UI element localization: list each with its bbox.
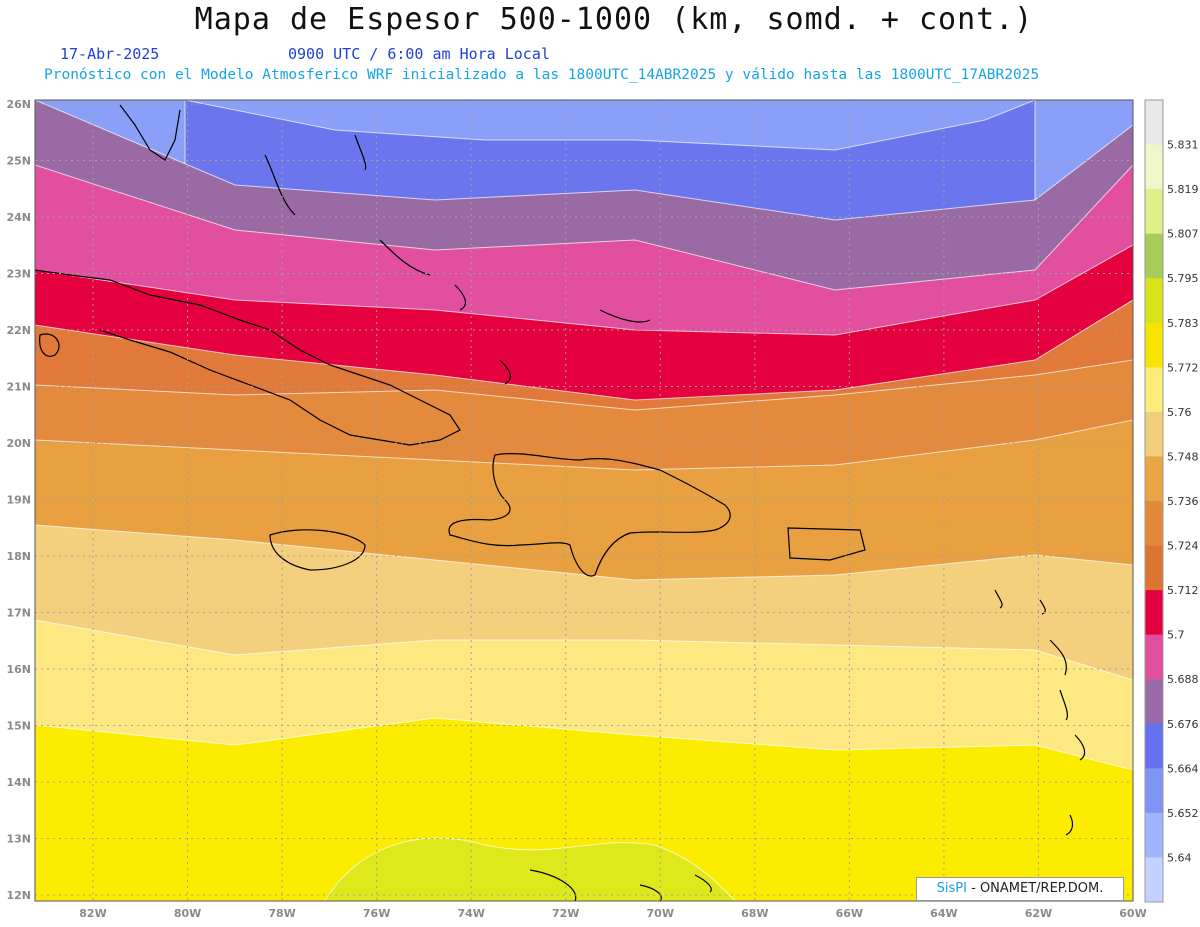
- colorbar-swatch: [1145, 723, 1163, 769]
- lat-tick-label: 23N: [6, 268, 31, 281]
- colorbar-label: 5.772: [1167, 361, 1199, 374]
- lat-tick-label: 15N: [6, 720, 31, 733]
- colorbar-swatch: [1145, 679, 1163, 725]
- colorbar-swatch: [1145, 634, 1163, 680]
- forecast-date: 17-Abr-2025: [60, 45, 160, 63]
- colorbar-swatch: [1145, 411, 1163, 457]
- lon-tick-label: 76W: [363, 907, 390, 920]
- colorbar-label: 5.807: [1167, 228, 1199, 241]
- colorbar-label: 5.819: [1167, 183, 1199, 196]
- colorbar-swatch: [1145, 189, 1163, 235]
- map-plot-area: [35, 100, 1133, 901]
- lon-tick-label: 70W: [647, 907, 674, 920]
- colorbar-swatch: [1145, 367, 1163, 413]
- lat-tick-label: 25N: [6, 155, 31, 168]
- colorbar-swatch: [1145, 322, 1163, 368]
- colorbar-swatch: [1145, 812, 1163, 858]
- thickness-bands: [35, 100, 1133, 901]
- colorbar-swatch: [1145, 545, 1163, 591]
- colorbar-label: 5.7: [1167, 629, 1185, 642]
- lon-tick-label: 60W: [1119, 907, 1146, 920]
- lon-tick-label: 66W: [836, 907, 863, 920]
- lat-tick-label: 18N: [6, 550, 31, 563]
- latitude-labels: 26N 25N 24N 23N 22N 21N 20N 19N 18N 17N 16N 15N 14N 1…: [6, 98, 31, 902]
- map-frame: [34, 99, 1134, 902]
- lat-tick-label: 26N: [6, 98, 31, 111]
- colorbar-swatch: [1145, 100, 1163, 146]
- colorbar: 5.831 5.819 5.807 5.795 5.783 5.772 5.76 5.748 5…: [1144, 99, 1199, 903]
- colorbar-swatch: [1145, 857, 1163, 903]
- credit-brand: SisPI: [936, 881, 967, 896]
- colorbar-label: 5.688: [1167, 673, 1199, 686]
- lat-tick-label: 17N: [6, 607, 31, 620]
- lat-tick-label: 13N: [6, 833, 31, 846]
- lon-tick-label: 78W: [268, 907, 295, 920]
- lon-tick-label: 72W: [552, 907, 579, 920]
- colorbar-label: 5.64: [1167, 851, 1192, 864]
- colorbar-label: 5.712: [1167, 584, 1199, 597]
- lon-tick-label: 82W: [79, 907, 106, 920]
- lon-tick-label: 74W: [457, 907, 484, 920]
- colorbar-label: 5.76: [1167, 406, 1192, 419]
- colorbar-swatch: [1145, 278, 1163, 324]
- lon-tick-label: 80W: [174, 907, 201, 920]
- colorbar-swatch: [1145, 768, 1163, 814]
- lat-tick-label: 22N: [6, 324, 31, 337]
- lon-tick-label: 62W: [1025, 907, 1052, 920]
- colorbar-label: 5.724: [1167, 540, 1199, 553]
- longitude-labels: 82W 80W 78W 76W 74W 72W 70W 68W 66W 64W 62W 60W: [79, 907, 1146, 920]
- colorbar-label: 5.736: [1167, 495, 1199, 508]
- coastlines: [35, 104, 1086, 901]
- colorbar-swatch: [1145, 144, 1163, 190]
- colorbar-label: 5.748: [1167, 450, 1199, 463]
- colorbar-label: 5.652: [1167, 807, 1199, 820]
- colorbar-frame: [1144, 99, 1164, 903]
- lat-tick-label: 12N: [6, 889, 31, 902]
- colorbar-swatch: [1145, 456, 1163, 502]
- graticule: [35, 100, 1133, 901]
- lat-tick-label: 19N: [6, 494, 31, 507]
- lat-tick-label: 20N: [6, 437, 31, 450]
- thickness-band: [35, 717, 1133, 901]
- credit-box: SisPI - ONAMET/REP.DOM.: [916, 877, 1124, 901]
- thickness-band-max: [324, 837, 736, 901]
- credit-org: - ONAMET/REP.DOM.: [966, 881, 1104, 896]
- colorbar-label: 5.795: [1167, 272, 1199, 285]
- lat-tick-label: 14N: [6, 776, 31, 789]
- lon-tick-label: 64W: [930, 907, 957, 920]
- lon-tick-label: 68W: [741, 907, 768, 920]
- colorbar-label: 5.831: [1167, 139, 1199, 152]
- colorbar-label: 5.783: [1167, 317, 1199, 330]
- colorbar-swatch: [1145, 233, 1163, 279]
- colorbar-swatch: [1145, 501, 1163, 547]
- colorbar-label: 5.676: [1167, 718, 1199, 731]
- lat-tick-label: 16N: [6, 663, 31, 676]
- forecast-time: 0900 UTC / 6:00 am Hora Local: [288, 45, 550, 63]
- lat-tick-label: 24N: [6, 211, 31, 224]
- model-description: Pronóstico con el Modelo Atmosferico WRF…: [44, 67, 1040, 83]
- lat-tick-label: 21N: [6, 381, 31, 394]
- map-title: Mapa de Espesor 500-1000 (km, somd. + co…: [194, 2, 1034, 37]
- colorbar-label: 5.664: [1167, 762, 1199, 775]
- colorbar-swatch: [1145, 590, 1163, 636]
